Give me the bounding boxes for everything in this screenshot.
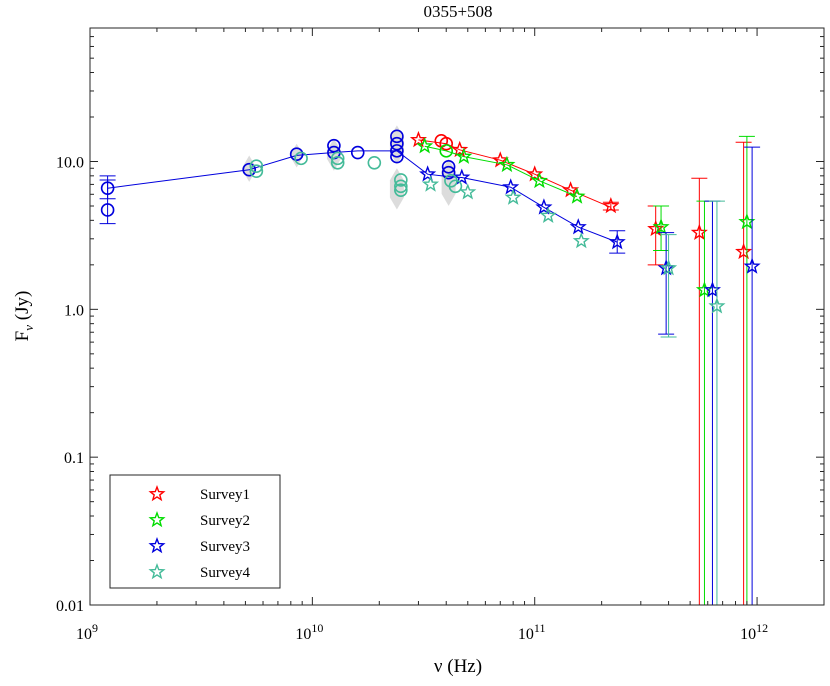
x-tick-exponent: 9 xyxy=(92,621,98,635)
x-tick-base: 10 xyxy=(518,626,534,643)
star-point xyxy=(504,188,522,205)
circle-point xyxy=(439,144,454,158)
star-point xyxy=(451,140,469,158)
star-point xyxy=(572,231,590,249)
x-tick-label: 1011 xyxy=(518,621,546,643)
star-point xyxy=(735,242,753,260)
legend-box xyxy=(109,474,281,589)
x-tick-exponent: 12 xyxy=(756,621,768,635)
x-axis-label: ν (Hz) xyxy=(434,656,482,677)
x-tick-label: 1010 xyxy=(295,621,323,643)
star-point xyxy=(608,233,626,250)
star-point xyxy=(652,218,670,235)
star-point xyxy=(421,175,440,192)
circle-point xyxy=(330,156,345,170)
y-axis-label-unit: (Jy) xyxy=(12,291,33,325)
circle-point xyxy=(330,151,345,166)
x-tick-base: 10 xyxy=(740,626,756,643)
legend-marker xyxy=(148,511,166,528)
star-point xyxy=(660,259,678,276)
circle-point xyxy=(294,151,308,166)
star-point xyxy=(743,257,761,274)
star-point xyxy=(602,197,620,214)
circle-point xyxy=(350,145,365,160)
x-tick-exponent: 10 xyxy=(311,621,323,635)
legend: Survey1 Survey2 Survey3 Survey4 xyxy=(109,474,281,589)
legend-label: Survey2 xyxy=(200,513,250,529)
x-tick-base: 10 xyxy=(76,626,92,643)
star-point xyxy=(455,147,473,164)
circle-point xyxy=(448,179,463,194)
circle-point xyxy=(394,179,408,194)
star-point xyxy=(539,206,557,223)
circle-point xyxy=(390,149,404,164)
shaded-region xyxy=(389,168,404,210)
y-tick-label: 0.1 xyxy=(64,450,84,467)
y-tick-label: 10.0 xyxy=(56,155,84,172)
legend-marker xyxy=(148,485,166,502)
circle-point xyxy=(327,138,341,153)
star-point xyxy=(568,187,586,204)
star-point xyxy=(708,297,726,314)
circle-point xyxy=(390,129,404,144)
star-point xyxy=(569,218,587,235)
circle-point xyxy=(441,165,456,180)
y-tick-label: 1.0 xyxy=(64,302,84,319)
circle-point xyxy=(394,183,408,197)
star-point xyxy=(419,165,437,182)
star-point xyxy=(502,178,520,195)
circle-point xyxy=(394,173,408,187)
circle-point xyxy=(249,164,264,178)
x-axis-label-text: ν (Hz) xyxy=(434,656,482,677)
legend-label: Survey4 xyxy=(200,565,250,581)
circle-point xyxy=(100,181,115,195)
shaded-region xyxy=(441,158,456,206)
star-point xyxy=(453,168,471,185)
y-tick-label: 0.01 xyxy=(56,598,84,615)
star-point xyxy=(562,181,580,198)
circle-point xyxy=(439,136,454,151)
legend-marker xyxy=(148,537,166,554)
y-axis-label-main: F xyxy=(12,331,33,342)
legend-label: Survey3 xyxy=(200,539,250,555)
y-axis-label: Fν (Jy) xyxy=(12,291,36,342)
star-point xyxy=(535,198,553,215)
x-tick-exponent: 11 xyxy=(534,621,546,635)
circle-point xyxy=(249,159,264,173)
circle-point xyxy=(390,144,404,158)
star-point xyxy=(498,155,516,173)
x-tick-base: 10 xyxy=(295,626,311,643)
circle-point xyxy=(242,162,257,177)
star-point xyxy=(416,137,434,154)
star-point xyxy=(459,183,477,200)
circle-point xyxy=(441,160,456,174)
x-tick-label: 109 xyxy=(76,621,98,643)
circle-point xyxy=(390,136,404,151)
star-point xyxy=(530,171,548,189)
star-point xyxy=(526,165,544,182)
star-point xyxy=(409,130,427,148)
legend-marker xyxy=(148,563,166,580)
circle-point xyxy=(289,147,304,162)
star-point xyxy=(703,281,721,298)
x-tick-label: 1012 xyxy=(740,621,768,643)
y-axis-label-sub: ν xyxy=(21,325,36,331)
series-line xyxy=(424,145,578,197)
legend-label: Survey1 xyxy=(200,487,250,503)
circle-point xyxy=(367,156,382,170)
circle-point xyxy=(100,203,115,217)
chart-title: 0355+508 xyxy=(423,2,492,21)
